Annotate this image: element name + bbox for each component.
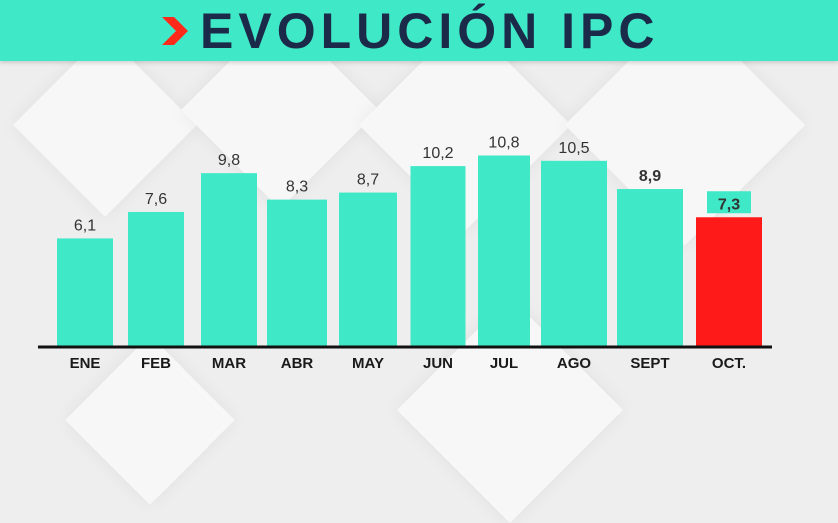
bar-may — [339, 192, 397, 346]
page-title: EVOLUCIÓN IPC — [200, 3, 660, 59]
bar-chart: 6,1 ENE 7,6 FEB 9,8 MAR 8,3 ABR 8,7 MAY 10,2 JUN 10,… — [38, 135, 772, 372]
category-label: ENE — [70, 355, 101, 372]
value-label: 10,8 — [488, 135, 519, 152]
category-label: FEB — [141, 355, 171, 372]
title-banner: EVOLUCIÓN IPC — [0, 0, 838, 61]
value-label: 10,2 — [422, 145, 453, 162]
category-label: MAY — [352, 355, 384, 372]
value-label: 8,3 — [286, 179, 308, 196]
bar-oct — [696, 217, 762, 346]
bar-feb — [128, 211, 184, 346]
value-label: 9,8 — [218, 152, 240, 169]
value-label: 7,3 — [718, 196, 740, 213]
value-label: 8,9 — [639, 168, 661, 185]
category-label: OCT. — [712, 355, 746, 372]
bar-ene — [57, 238, 113, 346]
category-label: JUL — [490, 355, 518, 372]
category-label: MAR — [212, 355, 246, 372]
bar-jul — [478, 155, 530, 346]
category-label: SEPT — [630, 355, 669, 372]
value-label: 8,7 — [357, 172, 379, 189]
value-label: 6,1 — [74, 217, 96, 234]
value-label: 10,5 — [558, 140, 589, 157]
bar-sept — [617, 189, 683, 346]
category-label: AGO — [557, 355, 592, 372]
highlight-label-box — [707, 191, 751, 214]
chevron-right-icon — [162, 17, 188, 45]
bar-mar — [201, 173, 257, 346]
category-label: ABR — [281, 355, 314, 372]
bar-ago — [541, 160, 607, 346]
category-label: JUN — [423, 355, 453, 372]
value-label: 7,6 — [145, 191, 167, 208]
bar-abr — [267, 199, 327, 346]
bar-jun — [410, 166, 466, 346]
